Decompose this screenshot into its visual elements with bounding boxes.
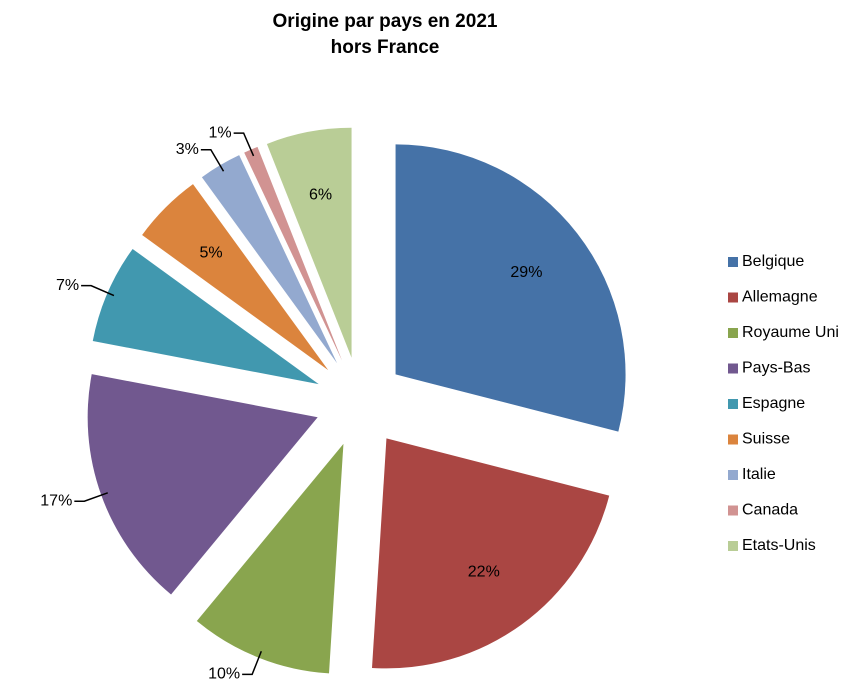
data-label: 7%	[56, 277, 79, 294]
pie-slice	[92, 248, 319, 385]
legend-label: Pays-Bas	[742, 360, 810, 377]
data-label: 17%	[40, 492, 72, 509]
pie-slice	[142, 184, 329, 371]
pie-slice	[87, 374, 318, 595]
leader-line	[200, 149, 225, 172]
chart-title: hors France	[331, 37, 440, 58]
legend-swatch	[728, 505, 738, 516]
legend-swatch	[728, 363, 738, 374]
legend-swatch	[728, 470, 738, 480]
pie-slice	[266, 127, 352, 358]
chart-title: Origine par pays en 2021	[273, 11, 498, 32]
pie-slice	[372, 438, 610, 669]
legend-swatch	[728, 399, 738, 409]
legend-label: Allemagne	[742, 289, 818, 306]
legend-label: Royaume Uni	[742, 324, 839, 341]
leader-line	[81, 284, 115, 297]
data-label: 22%	[468, 564, 500, 581]
leader-line	[242, 650, 263, 676]
pie-slice	[201, 155, 338, 364]
data-label: 6%	[309, 186, 332, 203]
legend-label: Suisse	[742, 431, 790, 448]
leader-line	[233, 132, 255, 157]
pie-slice	[196, 443, 344, 674]
legend-label: Espagne	[742, 395, 805, 412]
leader-line	[74, 492, 109, 503]
legend-swatch	[728, 541, 738, 551]
legend-swatch	[728, 292, 738, 303]
legend-swatch	[728, 257, 738, 267]
data-label: 1%	[209, 124, 232, 141]
legend-label: Canada	[742, 502, 798, 519]
legend-swatch	[728, 328, 738, 338]
data-label: 3%	[176, 141, 199, 158]
data-label: 5%	[200, 244, 223, 261]
legend-label: Etats-Unis	[742, 537, 816, 554]
legend-label: Belgique	[742, 253, 804, 270]
pie-slice	[395, 144, 626, 432]
legend-label: Italie	[742, 466, 776, 483]
data-label: 10%	[208, 666, 240, 683]
legend-swatch	[728, 434, 738, 445]
data-label: 29%	[510, 264, 542, 281]
pie-slice	[244, 146, 343, 361]
